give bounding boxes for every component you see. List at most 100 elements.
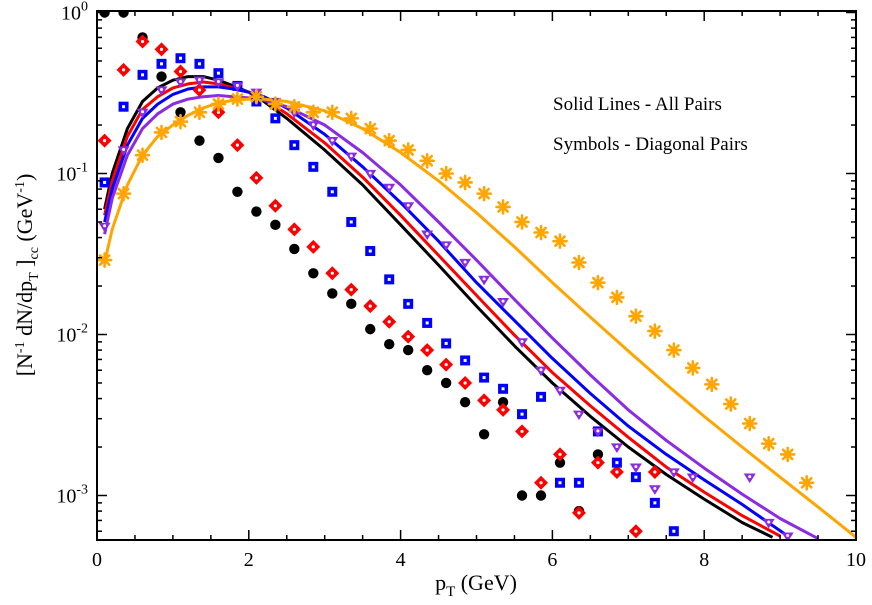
data-point [420,343,435,358]
data-point [421,230,434,241]
y-axis-label: [N-1 dN/dpT ]cc (GeV-1) [12,174,42,377]
data-point [194,135,205,146]
data-point [286,98,303,115]
data-point [460,355,471,366]
data-point [155,86,168,97]
data-point [779,446,796,463]
data-point [117,146,130,156]
data-point [191,104,208,121]
data-point [628,524,643,539]
y-tick-label: 100 [61,0,88,25]
data-point [306,239,321,254]
data-point [648,485,661,495]
data-point [649,497,660,508]
data-point [572,410,585,421]
line-purple [103,94,819,540]
data-point [703,376,720,393]
data-point [134,147,151,163]
data-point [666,342,682,358]
data-point [536,391,547,402]
y-tick-label: 10-2 [56,322,88,347]
data-point [517,409,528,420]
data-point [743,473,756,484]
data-point [516,490,528,501]
data-point [534,475,549,490]
data-point [401,329,416,344]
data-point [668,526,679,537]
data-point [251,206,262,217]
data-point [346,216,357,227]
data-point [610,443,623,454]
data-point [384,339,395,350]
data-point [212,78,225,89]
data-point [345,152,358,163]
data-point [98,222,111,233]
data-point [118,101,129,112]
data-point [249,170,264,185]
x-tick-label: 8 [699,549,709,571]
data-point [553,386,566,397]
data-point [741,415,758,432]
data-point [685,360,701,376]
data-point [498,383,509,394]
plot-area [97,11,856,540]
data-point [192,83,207,98]
data-point [533,224,549,241]
data-point [630,472,641,483]
data-point [231,82,244,92]
data-point [153,124,170,141]
data-point [213,68,224,79]
data-point [439,357,454,372]
data-point [478,429,490,440]
data-point [495,199,511,215]
data-point [346,298,357,310]
data-point [590,455,605,470]
data-point [647,323,663,339]
axis-ticks: 0 2 4 6 8 10 100 10-1 10-2 10-3 [56,0,866,571]
data-point [384,274,395,285]
data-point [440,241,453,251]
data-point [552,447,567,462]
data-point [514,214,530,230]
data-point [229,91,246,107]
line-orange [103,97,856,539]
data-point [267,96,284,112]
data-point [174,78,187,89]
data-point [97,133,112,148]
line-blue [103,85,789,538]
data-point [156,71,167,82]
x-tick-label: 2 [244,549,254,571]
data-point [403,298,414,309]
data-point [554,457,566,468]
data-point [590,274,606,291]
data-point [535,366,548,377]
data-point [248,88,265,105]
data-point [458,375,473,390]
data-point [722,396,739,412]
data-point [325,266,340,281]
data-point [230,138,245,153]
x-tick-label: 4 [396,549,406,571]
annotation-group: Solid Lines - All Pairs Symbols - Diagon… [553,94,748,155]
data-point [571,254,587,271]
data-point [535,490,547,501]
data-point [609,289,625,306]
data-point [362,120,379,137]
data-point [611,457,622,468]
data-point [343,110,360,127]
data-point [210,96,227,112]
data-point [308,161,319,172]
data-point [344,282,359,297]
data-point [118,11,129,18]
data-point [609,464,624,479]
annotation-symbols: Symbols - Diagonal Pairs [553,134,748,155]
data-point [213,152,224,164]
data-point [479,372,490,383]
data-point [382,314,397,329]
data-point [422,317,433,328]
data-point [324,104,341,121]
data-point [667,468,680,478]
data-point [156,58,167,69]
data-point [476,185,492,202]
